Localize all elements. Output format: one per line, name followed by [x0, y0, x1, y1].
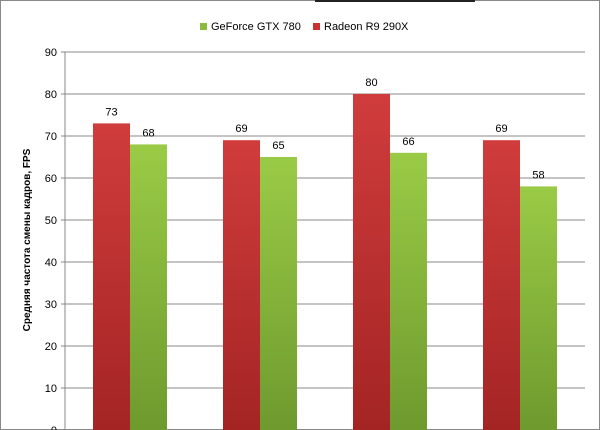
legend-swatch-r9290x — [313, 23, 320, 30]
data-labels: 73 68 69 65 80 66 69 58 — [105, 77, 544, 181]
y-tick-label: 40 — [45, 257, 57, 269]
y-tick-label: 30 — [45, 299, 57, 311]
y-tick-label: 80 — [45, 89, 57, 101]
bar-geforce-gtx-780 — [260, 157, 297, 430]
data-label: 58 — [532, 169, 544, 181]
bar-geforce-gtx-780 — [130, 144, 167, 430]
legend: GeForce GTX 780 Radeon R9 290X — [200, 21, 409, 33]
data-label: 66 — [402, 136, 414, 148]
data-label: 69 — [495, 123, 507, 135]
bar-radeon-r9-290x — [353, 94, 390, 430]
y-tick-label: 50 — [45, 215, 57, 227]
bar-geforce-gtx-780 — [390, 152, 427, 430]
legend-swatch-gtx780 — [200, 23, 207, 30]
legend-label-gtx780: GeForce GTX 780 — [211, 21, 301, 33]
bar-radeon-r9-290x — [93, 123, 130, 430]
legend-label-r9290x: Radeon R9 290X — [324, 21, 409, 33]
y-tick-label: 20 — [45, 341, 57, 353]
y-axis-ticks: 0 10 20 30 40 50 60 70 80 90 — [45, 47, 65, 430]
data-label: 68 — [142, 127, 154, 139]
bars — [93, 94, 557, 430]
data-label: 65 — [272, 140, 284, 152]
bar-radeon-r9-290x — [223, 140, 260, 430]
data-label: 80 — [365, 77, 377, 89]
bar-geforce-gtx-780 — [520, 186, 557, 430]
y-tick-label: 0 — [51, 425, 57, 430]
y-tick-label: 60 — [45, 173, 57, 185]
title-cropped-remnant — [315, 0, 475, 2]
y-tick-label: 10 — [45, 383, 57, 395]
data-label: 73 — [105, 106, 117, 118]
y-tick-label: 70 — [45, 131, 57, 143]
y-axis-title: Средняя частота смены кадров, FPS — [22, 148, 33, 331]
bar-radeon-r9-290x — [483, 140, 520, 430]
y-tick-label: 90 — [45, 47, 57, 59]
data-label: 69 — [235, 123, 247, 135]
